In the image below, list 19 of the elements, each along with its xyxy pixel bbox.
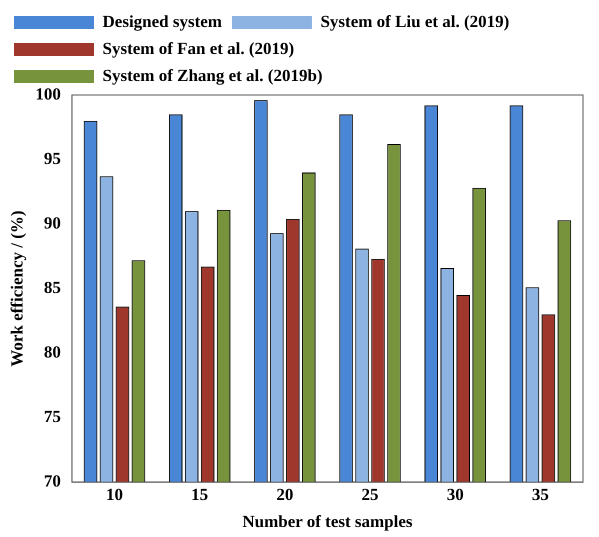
x-tick-label: 35: [532, 484, 549, 504]
x-tick-label: 30: [446, 484, 464, 504]
y-tick-label: 85: [44, 278, 61, 297]
legend-label: System of Zhang et al. (2019b): [102, 66, 323, 85]
y-tick-label: 70: [44, 472, 61, 491]
y-tick-label: 90: [44, 213, 61, 232]
legend-label: System of Fan et al. (2019): [102, 38, 294, 58]
x-tick-label: 20: [276, 484, 294, 504]
y-axis-title: Work efficiency / (%): [8, 210, 27, 367]
legend-label: Designed system: [102, 12, 222, 31]
y-tick-label: 100: [35, 84, 61, 104]
y-tick-label: 80: [44, 342, 61, 362]
legend-label: System of Liu et al. (2019): [320, 12, 510, 31]
x-tick-label: 25: [362, 484, 379, 504]
x-tick-label: 15: [191, 484, 208, 504]
y-tick-label: 95: [44, 148, 61, 168]
x-tick-label: 10: [106, 484, 123, 504]
x-axis-title: Number of test samples: [242, 512, 413, 532]
y-tick-label: 75: [44, 407, 61, 426]
